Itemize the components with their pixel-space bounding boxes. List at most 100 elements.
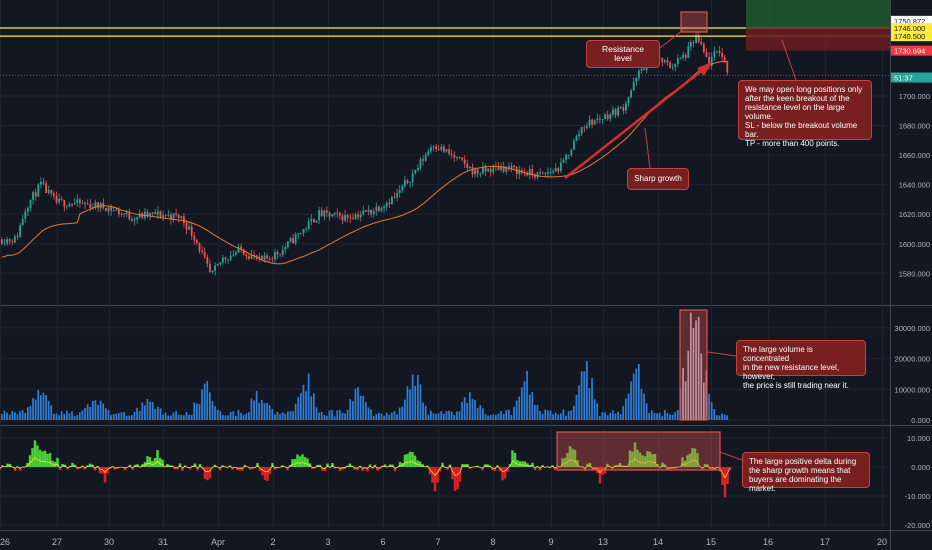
volume-bar (515, 400, 518, 420)
candle-body (185, 222, 188, 230)
volume-bar (487, 415, 489, 420)
candle-body (255, 255, 258, 259)
candle-body (29, 199, 32, 209)
volume-bar (315, 407, 318, 420)
volume-bar (359, 395, 362, 420)
candle-body (448, 149, 450, 154)
candle-body (679, 57, 682, 59)
candle-body (411, 173, 414, 182)
candle-body (388, 202, 391, 205)
volume-bar (328, 410, 331, 420)
volume-bar (307, 373, 310, 420)
volume-bar (219, 410, 222, 420)
volume-bar (690, 312, 692, 420)
volume-bar (8, 414, 11, 420)
resistance-label: Resistance level (586, 40, 660, 68)
candle-body (716, 50, 718, 52)
volume-bar (248, 412, 250, 420)
candle-body (40, 181, 42, 185)
candle-body (151, 212, 154, 213)
volume-bar (476, 407, 479, 420)
volume-bar (385, 412, 388, 420)
volume-bar (684, 381, 687, 420)
volume-bar (443, 413, 445, 420)
candle-body (357, 214, 359, 218)
volume-bar (305, 391, 307, 420)
volume-bar (495, 414, 497, 420)
volume-bar (263, 403, 266, 420)
volume-bar (560, 413, 562, 420)
volume-bar (172, 412, 175, 420)
volume-bar (489, 415, 492, 420)
volume-bar (539, 411, 541, 420)
price-axis: 1580.000 1600.000 1620.000 1640.000 1660.000… (891, 15, 932, 530)
candle-body (612, 109, 614, 115)
volume-bar (331, 409, 333, 420)
price-tick-label: 1680.000 (899, 122, 930, 131)
volume-bar (440, 411, 443, 420)
volume-bar (521, 387, 523, 420)
candle-body (154, 212, 157, 215)
volume-bar (94, 400, 97, 420)
volume-bar (479, 405, 482, 420)
volume-bar (526, 370, 528, 420)
volume-bar (404, 399, 406, 420)
x-tick-label: 31 (158, 537, 168, 547)
candle-body (164, 215, 167, 217)
volume-bar (484, 413, 487, 420)
x-tick-label: 27 (52, 537, 62, 547)
volume-bar (235, 415, 237, 420)
volume-bar (29, 405, 32, 420)
candle-body (352, 218, 354, 220)
volume-bar (396, 414, 398, 420)
candle-body (427, 151, 430, 155)
candle-body (341, 215, 344, 221)
candle-body (383, 206, 385, 209)
delta-tick-label: 0.000 (911, 463, 930, 472)
volume-bar (502, 414, 505, 420)
candle-body (45, 183, 47, 193)
candle-body (68, 204, 71, 207)
candle-body (146, 211, 149, 216)
candle-body (284, 247, 287, 250)
candle-body (487, 168, 489, 172)
candle-body (578, 133, 580, 136)
volume-bar (107, 410, 110, 420)
volume-bar (112, 414, 115, 420)
volume-bar (63, 414, 66, 420)
volume-bar (21, 410, 24, 420)
sharp-growth-label: Sharp growth (627, 168, 689, 190)
volume-bar (435, 413, 437, 420)
candle-body (630, 90, 632, 98)
candle-body (190, 226, 193, 236)
volume-tick-label: 30000.000 (895, 324, 930, 333)
volume-bar (393, 410, 396, 420)
volume-bar (268, 405, 271, 420)
volume-bar (622, 406, 625, 420)
candle-body (300, 232, 302, 234)
candle-body (664, 60, 666, 63)
volume-bar (242, 414, 245, 420)
candle-body (580, 127, 583, 134)
candle-body (614, 109, 617, 116)
candle-body (157, 211, 159, 215)
volume-bar (417, 375, 419, 420)
volume-bar (664, 410, 666, 420)
volume-bar (482, 408, 484, 420)
volume-bar (528, 394, 531, 420)
candle-body (180, 216, 183, 219)
volume-bar (45, 395, 47, 420)
volume-bar (721, 413, 723, 420)
x-tick-label: 2 (270, 537, 275, 547)
volume-bar (453, 415, 456, 420)
volume-bar (370, 409, 372, 420)
candle-body (222, 257, 224, 263)
candle-body (242, 249, 245, 255)
volume-bar (224, 415, 227, 420)
delta-highlight-box (556, 431, 721, 471)
volume-bar (154, 408, 157, 420)
volume-bar (50, 405, 53, 420)
candle-body (21, 218, 24, 226)
volume-bar (42, 392, 45, 420)
